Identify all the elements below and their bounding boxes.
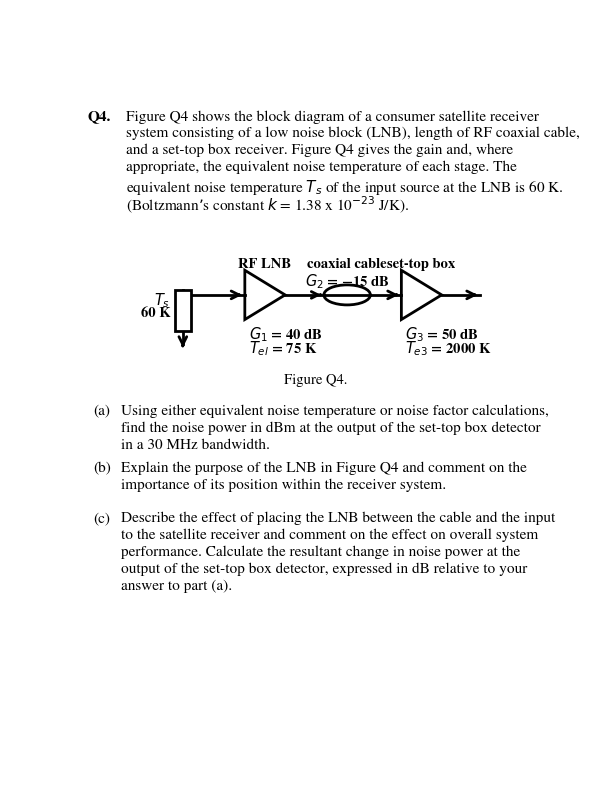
Text: Using either equivalent noise temperature or noise factor calculations,: Using either equivalent noise temperatur… (121, 404, 549, 418)
Text: performance. Calculate the resultant change in noise power at the: performance. Calculate the resultant cha… (121, 546, 520, 559)
Text: $T_{e3}$ = 2000 K: $T_{e3}$ = 2000 K (405, 339, 492, 358)
Text: appropriate, the equivalent noise temperature of each stage. The: appropriate, the equivalent noise temper… (126, 161, 517, 174)
Text: output of the set-top box detector, expressed in dB relative to your: output of the set-top box detector, expr… (121, 563, 527, 577)
Text: find the noise power in dBm at the output of the set-top box detector: find the noise power in dBm at the outpu… (121, 421, 540, 435)
Text: and a set-top box receiver. Figure Q4 gives the gain and, where: and a set-top box receiver. Figure Q4 gi… (126, 144, 514, 157)
Text: Figure Q4.: Figure Q4. (285, 374, 348, 387)
Text: answer to part (a).: answer to part (a). (121, 580, 232, 593)
Text: $G_1$ = 40 dB: $G_1$ = 40 dB (249, 326, 323, 344)
Text: $G_2$ = −15 dB: $G_2$ = −15 dB (305, 272, 390, 290)
Text: 60 K: 60 K (141, 307, 171, 320)
Text: $T_{el}$ = 75 K: $T_{el}$ = 75 K (249, 339, 317, 358)
Text: system consisting of a low noise block (LNB), length of RF coaxial cable,: system consisting of a low noise block (… (126, 127, 580, 140)
Text: $G_3$ = 50 dB: $G_3$ = 50 dB (405, 326, 480, 344)
Text: RF LNB: RF LNB (239, 258, 291, 271)
Text: Explain the purpose of the LNB in Figure Q4 and comment on the: Explain the purpose of the LNB in Figure… (121, 462, 527, 476)
Text: to the satellite receiver and comment on the effect on overall system: to the satellite receiver and comment on… (121, 529, 538, 542)
Text: coaxial cable: coaxial cable (307, 258, 387, 271)
Text: equivalent noise temperature $T_s$ of the input source at the LNB is 60 K.: equivalent noise temperature $T_s$ of th… (126, 178, 564, 196)
Text: importance of its position within the receiver system.: importance of its position within the re… (121, 479, 446, 492)
Text: Figure Q4 shows the block diagram of a consumer satellite receiver: Figure Q4 shows the block diagram of a c… (126, 110, 539, 124)
Text: set-top box: set-top box (387, 258, 456, 271)
Bar (175, 290, 191, 331)
Text: (c): (c) (93, 512, 110, 525)
Text: in a 30 MHz bandwidth.: in a 30 MHz bandwidth. (121, 438, 270, 452)
Text: (a): (a) (93, 404, 110, 418)
Text: (b): (b) (93, 462, 111, 476)
Text: (Boltzmann’s constant $k$ = 1.38 x 10$^{-23}$ J/K).: (Boltzmann’s constant $k$ = 1.38 x 10$^{… (126, 195, 410, 216)
Text: $T_s$: $T_s$ (154, 292, 171, 310)
Text: Describe the effect of placing the LNB between the cable and the input: Describe the effect of placing the LNB b… (121, 512, 555, 525)
Text: Q4.: Q4. (87, 110, 111, 123)
